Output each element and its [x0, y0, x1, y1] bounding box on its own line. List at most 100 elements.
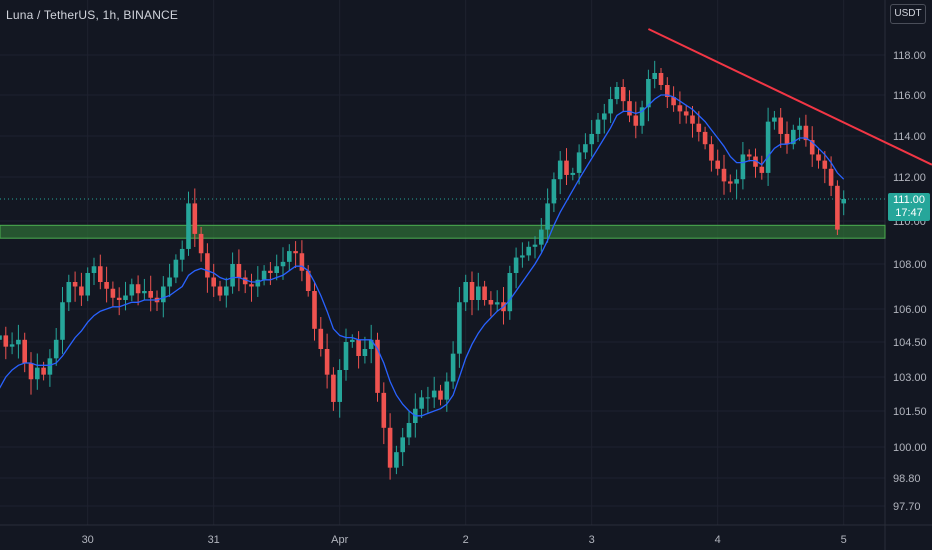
chart-title: Luna / TetherUS, 1h, BINANCE [6, 8, 179, 22]
candle [488, 291, 494, 317]
candle-body [16, 339, 21, 345]
candle-body [318, 328, 324, 349]
candle-body [337, 370, 342, 402]
candle [482, 280, 487, 306]
candle [803, 114, 809, 147]
candles [0, 60, 846, 480]
candle [135, 275, 141, 306]
candle [179, 240, 185, 272]
candle [721, 154, 727, 195]
candle-body [778, 117, 783, 134]
candle-body [602, 113, 607, 120]
candle-body [305, 270, 311, 291]
price-tick-label: 103.00 [893, 372, 927, 384]
candle [608, 86, 613, 123]
candle-body [356, 339, 361, 356]
candle-body [532, 244, 538, 247]
candle-body [671, 97, 676, 106]
candle-body [224, 286, 229, 296]
candle [318, 317, 324, 357]
candle [387, 413, 393, 480]
price-tick-label: 116.00 [893, 90, 926, 102]
candle-body [280, 261, 286, 267]
price-axis: 118.00116.00114.00112.00110.00108.00106.… [893, 50, 927, 513]
candle [236, 249, 242, 292]
candle-body [186, 203, 191, 249]
trendline [647, 28, 932, 166]
candle [765, 107, 771, 186]
candle [583, 133, 588, 159]
candle [22, 332, 27, 373]
candle [809, 126, 815, 167]
price-tick-label: 108.00 [893, 259, 927, 271]
candle-body [627, 101, 632, 116]
candle [494, 290, 500, 312]
price-tick-label: 112.00 [893, 172, 926, 184]
candle-body [28, 363, 34, 380]
candle-body [715, 160, 720, 169]
candle [564, 148, 569, 186]
candle [35, 353, 40, 390]
candle-body [249, 284, 254, 287]
candle [463, 274, 468, 312]
candle [545, 188, 550, 243]
candle [671, 86, 676, 112]
candle-body [324, 349, 330, 375]
candle [337, 359, 342, 418]
candle-body [444, 381, 450, 400]
candle-body [639, 107, 645, 126]
candle-body [331, 374, 336, 402]
candle [79, 272, 84, 306]
candle [469, 271, 475, 316]
candle-body [205, 253, 210, 278]
candle [104, 266, 109, 303]
candle-body [482, 286, 487, 300]
candle-body [368, 339, 374, 349]
candle [110, 281, 116, 307]
candle [507, 265, 513, 320]
candle [217, 280, 223, 302]
candle [690, 105, 695, 138]
candle [551, 172, 557, 213]
candle [639, 100, 645, 134]
candle [683, 104, 689, 124]
candle [740, 142, 746, 190]
last-price-value: 111.00 [892, 194, 925, 206]
candle-body [0, 335, 2, 340]
candle-body [381, 392, 387, 428]
price-tick-label: 118.00 [893, 50, 926, 62]
candle-body [299, 253, 305, 271]
candle [224, 277, 229, 308]
candle-body [476, 286, 481, 300]
candle [791, 124, 796, 150]
time-tick-label: 4 [715, 534, 721, 546]
candle [646, 69, 651, 122]
candle-body [728, 181, 733, 184]
candle-body [142, 291, 147, 294]
candle [702, 126, 708, 150]
currency-button[interactable]: USDT [890, 4, 926, 24]
candle [772, 110, 777, 130]
candle [0, 335, 2, 340]
candle [627, 90, 632, 123]
candle [526, 241, 531, 261]
candle-body [9, 344, 15, 347]
candle [72, 271, 78, 302]
candle-body [740, 154, 746, 180]
candle-body [53, 339, 59, 359]
candle [293, 241, 298, 269]
candle-body [809, 140, 815, 155]
candle-body [179, 248, 185, 260]
candle [186, 191, 191, 256]
candle-body [274, 266, 279, 273]
candle-body [457, 302, 462, 354]
candle-body [595, 119, 601, 134]
candle-body [85, 273, 90, 296]
candle-body [450, 353, 456, 382]
candle [362, 336, 368, 364]
candle [192, 188, 198, 247]
resistance-trendline [647, 28, 932, 166]
candle [457, 286, 462, 368]
